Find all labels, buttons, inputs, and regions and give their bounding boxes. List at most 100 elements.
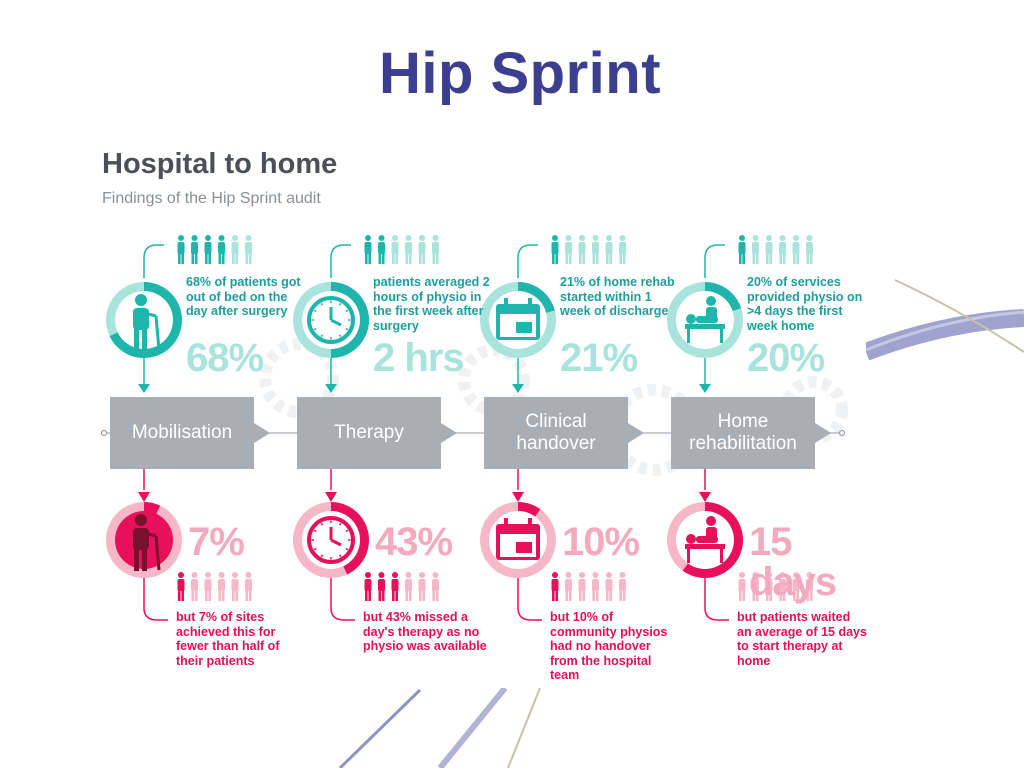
bottom-person-icon [765, 572, 773, 601]
bottom-person-icon [752, 572, 759, 601]
physiotherapist-treating-patient-icon [676, 291, 734, 349]
top-person-icon [605, 235, 613, 264]
down-arrow-icon [325, 492, 337, 502]
top-callout-line [330, 244, 351, 278]
clock-icon [302, 511, 360, 569]
bottom-finding-text: but 7% of sites achieved this for fewer … [176, 610, 280, 668]
stage-label: Home rehabilitation [689, 411, 797, 454]
bottom-person-icon [364, 572, 372, 601]
top-callout-line [143, 244, 164, 278]
bottom-person-icon [218, 572, 225, 601]
top-person-icon [191, 235, 198, 264]
slide-title: Hip Sprint [378, 41, 662, 106]
clock-icon [302, 291, 360, 349]
patient-with-walking-stick-icon [115, 511, 173, 571]
bottom-person-icon [231, 572, 239, 601]
top-finding-text: patients averaged 2 hours of physio in t… [373, 275, 490, 333]
down-arrow-icon [512, 384, 524, 393]
stage-label: Clinical handover [516, 411, 596, 454]
bottom-finding-text: but 10% of community physios had no hand… [550, 610, 668, 682]
bottom-person-icon [432, 572, 439, 601]
down-arrow-icon [699, 384, 711, 393]
top-person-icon [364, 235, 372, 264]
bottom-finding-stat: 43% [375, 520, 453, 564]
patient-with-walking-stick-icon [115, 291, 173, 351]
stage-label: Therapy [334, 422, 404, 443]
bottom-callout-line [704, 578, 729, 621]
bottom-finding-stat: 7% [188, 520, 245, 564]
bottom-person-icon [592, 572, 599, 601]
bottom-person-icon [806, 572, 813, 601]
top-finding-stat: 20% [747, 336, 825, 380]
bottom-people-row [364, 572, 439, 601]
bottom-person-icon [605, 572, 613, 601]
top-person-icon [218, 235, 225, 264]
bottom-finding-stat: 10% [562, 520, 640, 564]
stage-chevron [671, 397, 831, 469]
bottom-person-icon [779, 572, 786, 601]
bottom-person-icon [418, 572, 426, 601]
bottom-person-icon [551, 572, 559, 601]
top-finding-stat: 68% [186, 336, 264, 380]
top-people-row [177, 235, 252, 264]
bottom-finding-stat: 15 days [749, 520, 837, 604]
down-arrow-icon [512, 492, 524, 502]
top-person-icon [231, 235, 239, 264]
top-people-row [738, 235, 813, 264]
bottom-person-icon [245, 572, 252, 601]
bottom-person-icon [378, 572, 385, 601]
top-person-icon [405, 235, 412, 264]
top-person-icon [792, 235, 800, 264]
infographic-panel: Hospital to home Findings of the Hip Spr… [94, 140, 867, 688]
bottom-people-row [551, 572, 626, 601]
bottom-callout-line [330, 578, 355, 621]
bottom-person-icon [578, 572, 586, 601]
top-finding-text: 21% of home rehab started within 1 week … [560, 275, 675, 318]
infographic-heading: Hospital to home [102, 148, 338, 180]
down-arrow-icon [138, 492, 150, 502]
bottom-person-icon [738, 572, 746, 601]
stage-chevron [110, 397, 270, 469]
bottom-callout-line [143, 578, 168, 621]
top-person-icon [204, 235, 212, 264]
bottom-callout-line [517, 578, 542, 621]
top-person-icon [619, 235, 626, 264]
stage-chevron [297, 397, 457, 469]
top-person-icon [752, 235, 759, 264]
top-person-icon [806, 235, 813, 264]
bottom-person-icon [405, 572, 412, 601]
stage-label: Mobilisation [131, 422, 233, 443]
top-person-icon [177, 235, 185, 264]
bottom-person-icon [191, 572, 198, 601]
top-person-icon [565, 235, 572, 264]
top-person-icon [378, 235, 385, 264]
top-person-icon [779, 235, 786, 264]
top-finding-stat: 21% [560, 336, 638, 380]
process-end-dot [838, 429, 846, 437]
bottom-finding-text: but patients waited an average of 15 day… [737, 610, 867, 668]
findings-graphic [100, 235, 848, 621]
bottom-person-icon [619, 572, 626, 601]
top-person-icon [391, 235, 399, 264]
bottom-people-row [177, 572, 252, 601]
bottom-person-icon [792, 572, 800, 601]
top-person-icon [551, 235, 559, 264]
background-gear-icon [259, 338, 339, 418]
top-finding-text: 68% of patients got out of bed on the da… [186, 275, 301, 318]
top-callout-line [517, 244, 538, 278]
infographic-subheading: Findings of the Hip Sprint audit [102, 190, 321, 207]
bottom-person-icon [177, 572, 185, 601]
stage-chevron [484, 397, 644, 469]
top-people-row [551, 235, 626, 264]
calendar-icon [489, 511, 547, 569]
bottom-finding-text: but 43% missed a day's therapy as no phy… [363, 610, 487, 653]
bottom-person-icon [204, 572, 212, 601]
down-arrow-icon [138, 384, 150, 393]
top-finding-text: 20% of services provided physio on >4 da… [747, 275, 863, 333]
process-start-dot [100, 429, 108, 437]
top-person-icon [738, 235, 746, 264]
top-person-icon [418, 235, 426, 264]
down-arrow-icon [699, 492, 711, 502]
down-arrow-icon [325, 384, 337, 393]
